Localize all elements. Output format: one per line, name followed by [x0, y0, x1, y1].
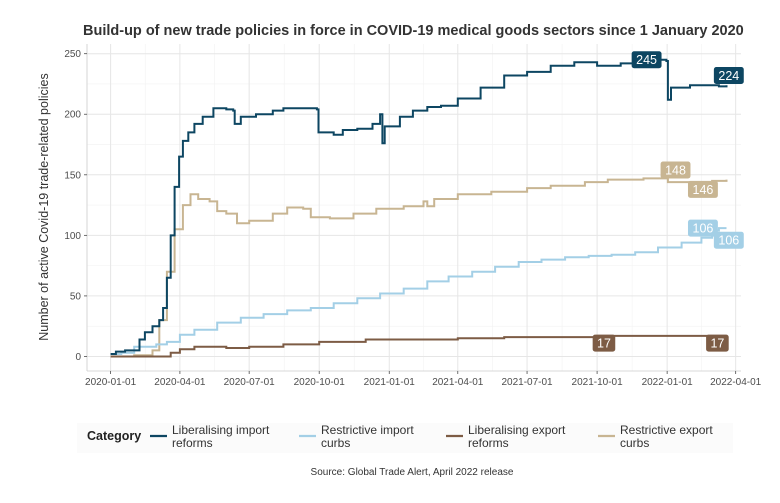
x-tick-label: 2021-01-01: [364, 377, 416, 388]
x-tick-label: 2021-04-01: [432, 377, 484, 388]
series-line-liberalising-import-reforms: [110, 58, 728, 355]
chart-title: Build-up of new trade policies in force …: [83, 23, 744, 39]
value-label-box: [706, 334, 729, 352]
value-label-box: [713, 231, 744, 249]
y-axis: 0 50 100 150 200 250: [64, 49, 87, 363]
legend-background: [77, 423, 733, 453]
value-label: 106: [693, 222, 714, 236]
legend-label-1: reforms: [172, 436, 213, 450]
legend-label-4: Restrictive export: [620, 423, 713, 437]
value-label: 17: [597, 337, 611, 351]
value-label: 106: [718, 234, 739, 248]
end-labels: 245 224 106 106 17 17 148 146: [592, 51, 744, 352]
x-tick-label: 2020-10-01: [294, 377, 346, 388]
legend-label-2: Restrictive import: [321, 423, 414, 437]
y-tick-label: 250: [64, 49, 81, 60]
y-tick-label: 0: [75, 352, 81, 363]
legend-label-3: reforms: [468, 436, 509, 450]
legend-label-3: Liberalising export: [468, 423, 566, 437]
value-label-box: [631, 51, 662, 69]
value-label: 146: [693, 183, 714, 197]
grid: [86, 44, 741, 372]
y-tick-label: 100: [64, 231, 81, 242]
source-note: Source: Global Trade Alert, April 2022 r…: [311, 467, 514, 478]
y-tick-label: 150: [64, 170, 81, 181]
value-label: 245: [636, 53, 657, 67]
y-tick-label: 200: [64, 110, 81, 121]
value-label-box: [592, 334, 616, 352]
x-tick-label: 2020-01-01: [85, 377, 137, 388]
series-line-restrictive-export-curbs: [110, 176, 728, 358]
legend-label-2: curbs: [321, 436, 350, 450]
value-label: 224: [718, 69, 739, 83]
series-lines: [110, 58, 728, 358]
series-line-restrictive-import-curbs: [110, 227, 727, 355]
y-axis-label: Number of active Covid-19 trade-related …: [37, 73, 51, 341]
x-tick-label: 2021-10-01: [572, 377, 624, 388]
x-tick-label: 2020-04-01: [154, 377, 206, 388]
value-label-box: [687, 180, 718, 198]
value-label: 148: [665, 163, 686, 177]
x-tick-label: 2020-07-01: [224, 377, 276, 388]
value-label-box: [687, 219, 718, 237]
plot-area: 245 224 106 106 17 17 148 146: [86, 44, 744, 372]
legend-label-4: curbs: [620, 436, 649, 450]
legend-label-1: Liberalising import: [172, 423, 270, 437]
plot-background: [87, 44, 741, 371]
x-tick-label: 2022-01-01: [642, 377, 694, 388]
x-tick-label: 2021-07-01: [501, 377, 553, 388]
legend: Category Liberalising importreformsRestr…: [77, 423, 733, 453]
y-tick-label: 50: [70, 291, 82, 302]
x-axis: 2020-01-01 2020-04-01 2020-07-01 2020-10-01…: [85, 371, 762, 388]
value-label-box: [660, 161, 691, 179]
value-label: 17: [710, 337, 724, 351]
series-line-liberalising-export-reforms: [110, 334, 727, 358]
legend-title: Category: [87, 429, 141, 443]
value-label-box: [713, 66, 744, 84]
x-tick-label: 2022-04-01: [710, 377, 762, 388]
